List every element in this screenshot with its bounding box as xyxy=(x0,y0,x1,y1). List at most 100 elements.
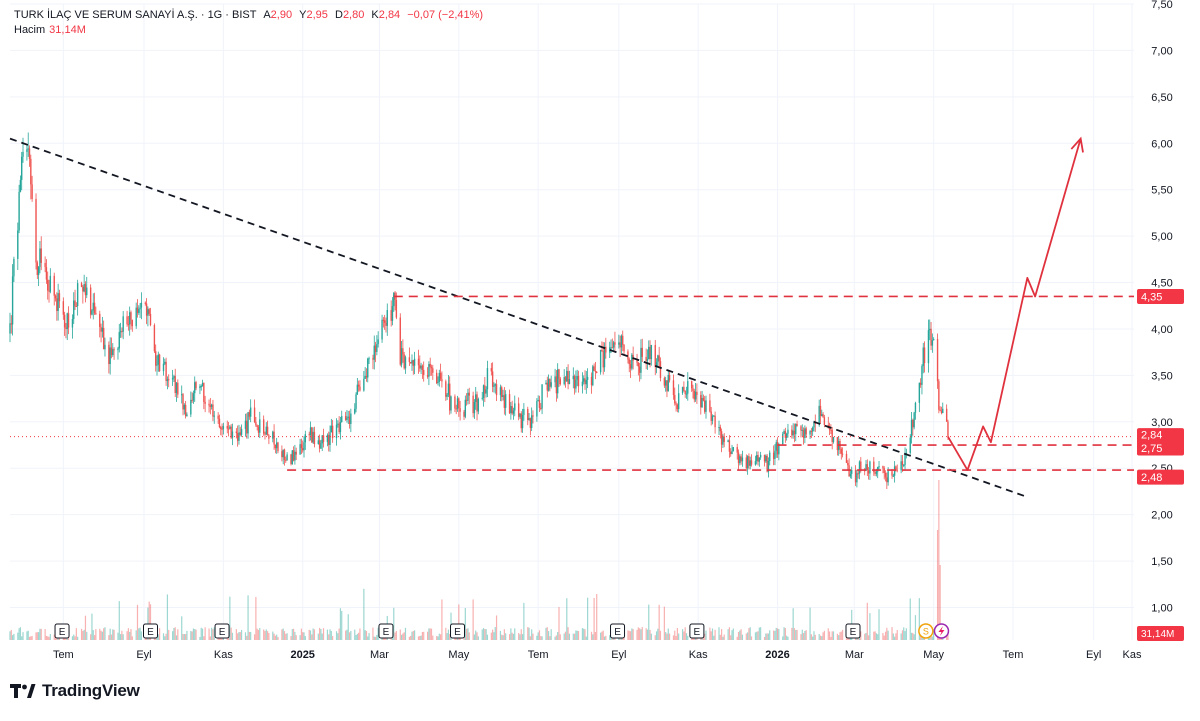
volume-bar xyxy=(400,634,403,640)
candle-body xyxy=(599,350,602,373)
candle-body xyxy=(403,354,405,369)
candle-body xyxy=(177,382,179,395)
volume-bar xyxy=(786,635,788,640)
volume-bar xyxy=(39,628,41,640)
volume-bar xyxy=(259,627,261,640)
volume-bar xyxy=(240,629,243,640)
candle-body xyxy=(213,415,215,417)
volume-bar xyxy=(812,636,814,640)
earnings-marker[interactable]: E xyxy=(689,623,705,639)
time-axis[interactable]: Tem Eyl Kas 2025 Mar May Tem Eyl Kas 2026 Mar May Te… xyxy=(53,649,1142,661)
candle-body xyxy=(48,290,50,292)
candle-body xyxy=(400,348,403,365)
candle-body xyxy=(17,230,19,259)
candle-body xyxy=(312,431,314,443)
candle-body xyxy=(778,444,780,455)
volume-bar xyxy=(757,631,759,640)
volume-bar xyxy=(705,630,707,640)
volume-bar xyxy=(403,632,405,640)
candle-body xyxy=(668,374,671,381)
candle-body xyxy=(514,403,516,411)
candle-body xyxy=(235,431,238,434)
earnings-marker[interactable]: E xyxy=(450,623,466,639)
tradingview-logo[interactable]: TradingView xyxy=(10,681,140,701)
volume-bar xyxy=(182,634,184,640)
candle-body xyxy=(128,312,131,325)
candle-body xyxy=(285,459,287,461)
candle-body xyxy=(593,366,595,371)
volume-bar xyxy=(736,636,738,640)
volume-bar xyxy=(165,633,167,640)
volume-bar xyxy=(40,628,42,640)
badge-label: 2,48 xyxy=(1141,472,1162,484)
symbol-title[interactable]: TURK İLAÇ VE SERUM SANAYİ A.Ş. · 1G · BI… xyxy=(14,9,257,21)
candle-body xyxy=(210,404,213,407)
candle-body xyxy=(759,454,762,458)
volume-label[interactable]: Hacim xyxy=(14,24,46,36)
candle-body xyxy=(338,423,340,433)
price-axis[interactable]: 7,50 7,00 6,50 6,00 5,50 5,00 4,50 4,00 3,50 3,00… xyxy=(1151,0,1172,615)
volume-bar xyxy=(766,633,768,640)
volume-bar xyxy=(801,629,803,640)
candle-body xyxy=(432,368,434,373)
volume-bar xyxy=(172,631,174,640)
volume-bar xyxy=(749,627,751,640)
earnings-marker[interactable]: E xyxy=(845,623,861,639)
candle-body xyxy=(57,293,59,312)
volume-bar xyxy=(832,631,835,640)
volume-bar xyxy=(237,633,239,640)
candle-body xyxy=(905,452,908,454)
earnings-marker[interactable]: E xyxy=(143,623,158,639)
candle-body xyxy=(746,456,749,469)
earnings-marker[interactable]: E xyxy=(54,623,70,639)
volume-bar xyxy=(235,629,237,640)
candle-body xyxy=(304,434,307,443)
candle-body xyxy=(76,283,79,307)
candle-body xyxy=(740,456,742,462)
earnings-marker[interactable]: E xyxy=(378,623,394,639)
volume-bar xyxy=(938,480,940,640)
volume-bar xyxy=(676,628,678,640)
candle-body xyxy=(784,431,787,438)
candle-body xyxy=(504,394,507,408)
candle-body xyxy=(468,392,470,396)
volume-bar xyxy=(110,634,113,640)
volume-bar xyxy=(520,629,522,640)
volume-bar xyxy=(356,633,358,640)
candle-body xyxy=(609,347,611,353)
candle-body xyxy=(220,427,222,429)
volume-bar xyxy=(518,633,520,640)
volume-bar xyxy=(866,602,868,640)
volume-bar xyxy=(574,633,576,640)
earnings-marker[interactable]: E xyxy=(610,623,626,639)
candle-body xyxy=(84,284,87,296)
candle-body xyxy=(359,386,361,391)
candle-body xyxy=(399,317,401,365)
volume-bar xyxy=(166,594,169,640)
split-marker[interactable]: S xyxy=(918,623,934,639)
candle-body xyxy=(37,267,40,276)
candle-body xyxy=(110,347,113,356)
candle-body xyxy=(622,335,624,345)
volume-bar xyxy=(804,630,806,640)
volume-bar xyxy=(936,530,939,640)
volume-bar xyxy=(38,632,40,640)
candle-body xyxy=(841,453,844,455)
volume-bar xyxy=(538,630,541,640)
volume-bar xyxy=(939,565,941,640)
volume-bar xyxy=(468,632,470,640)
candle-body xyxy=(413,358,416,366)
candle-body xyxy=(546,382,548,391)
candle-body xyxy=(566,370,568,382)
volume-bar xyxy=(395,630,397,640)
candle-body xyxy=(441,379,443,382)
candle-body xyxy=(856,473,858,483)
bolt-marker[interactable] xyxy=(933,623,950,639)
earnings-marker[interactable]: E xyxy=(214,623,230,639)
volume-bar xyxy=(774,630,776,640)
candle-body xyxy=(801,429,803,431)
candle-body xyxy=(222,425,225,430)
volume-bar xyxy=(255,596,257,640)
